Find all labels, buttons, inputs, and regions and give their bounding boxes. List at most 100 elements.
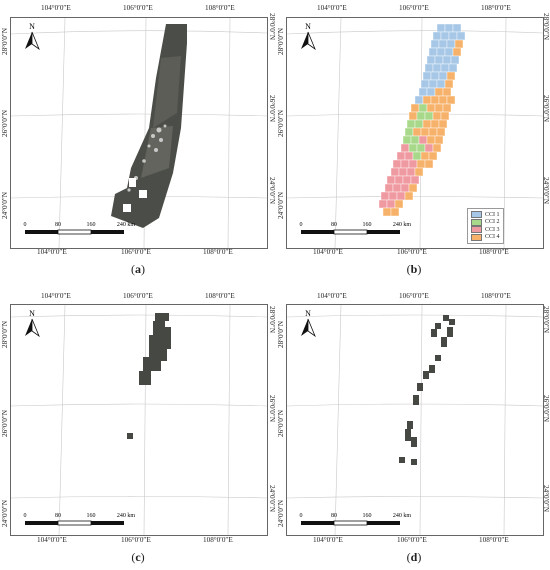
cci-cell <box>378 199 388 209</box>
cci-cell <box>434 103 444 113</box>
cci-cell <box>424 111 434 121</box>
cci-cell <box>440 63 450 73</box>
caption-b: (b) <box>406 262 422 276</box>
lon-label-top: 108°0′0″E <box>481 292 511 300</box>
cci-cell <box>426 135 436 145</box>
north-arrow: N <box>301 309 316 338</box>
cci-cell <box>438 95 448 105</box>
lat-label-left: 26°0′0″N <box>1 109 9 137</box>
lat-label-right: 26°0′0″N <box>268 395 276 423</box>
cci-cell <box>404 191 414 201</box>
cci-cell <box>428 79 438 89</box>
cci-cell <box>386 199 396 209</box>
cci-cell <box>420 79 430 89</box>
svg-text:240 km: 240 km <box>117 513 136 519</box>
cci-cell <box>414 167 424 177</box>
lon-label-top: 104°0′0″E <box>41 292 71 300</box>
lon-label-top: 108°0′0″E <box>205 4 235 12</box>
cci-cell <box>392 159 402 169</box>
cci-cell <box>426 103 436 113</box>
lat-label-right: 26°0′0″N <box>542 395 550 423</box>
cci-cell <box>410 103 420 113</box>
cci-cell <box>412 151 422 161</box>
cci-cell <box>426 55 436 65</box>
lat-label-left: 28°0′0″N <box>277 27 285 55</box>
lon-label-top: 104°0′0″E <box>41 4 71 12</box>
cci-cell <box>392 183 402 193</box>
lon-label-bottom: 106°0′0″E <box>397 536 427 544</box>
lon-label-top: 108°0′0″E <box>481 4 511 12</box>
cci-cell <box>390 167 400 177</box>
cci-cell <box>422 71 432 81</box>
cci-cell <box>384 183 394 193</box>
svg-text:240 km: 240 km <box>117 222 136 228</box>
legend-swatch <box>471 226 482 234</box>
map-canvas-d: N 0 80 160 240 km <box>287 305 543 535</box>
lat-label-right: 28°0′0″N <box>542 13 550 41</box>
scale-bar: 0 80 160 240 km <box>300 513 412 526</box>
cci-cell <box>430 119 440 129</box>
cci-cell <box>448 63 458 73</box>
north-arrow: N <box>25 22 40 51</box>
cci-cell <box>448 31 458 41</box>
cci-cell <box>404 127 414 137</box>
cci-cell <box>440 111 450 121</box>
cci-cell <box>444 23 454 33</box>
cci-cell <box>456 31 466 41</box>
svg-text:160: 160 <box>87 222 96 228</box>
cci-cell <box>410 175 420 185</box>
cci-cell <box>422 119 432 129</box>
cci-cell <box>416 159 426 169</box>
cci-cell <box>436 23 446 33</box>
cci-cell <box>402 175 412 185</box>
cci-cell <box>390 207 400 217</box>
lat-label-right: 24°0′0″N <box>542 485 550 513</box>
map-canvas-a: N 0 80 160 240 km <box>11 18 267 248</box>
lon-label-bottom: 104°0′0″E <box>313 248 343 256</box>
caption-a: (a) <box>131 262 145 276</box>
lon-label-top: 106°0′0″E <box>123 4 153 12</box>
graticule <box>11 305 267 535</box>
cci-cell <box>418 135 428 145</box>
lat-label-left: 26°0′0″N <box>277 409 285 437</box>
selected-tiles <box>127 313 171 439</box>
cci-cell <box>424 159 434 169</box>
svg-text:80: 80 <box>331 513 337 519</box>
lon-label-bottom: 108°0′0″E <box>479 536 509 544</box>
cci-cell <box>418 87 428 97</box>
cci-cell <box>438 71 448 81</box>
cci-cell <box>452 23 462 33</box>
cci-cell <box>454 39 464 49</box>
graticule <box>287 305 543 535</box>
cci-cell <box>428 127 438 137</box>
lon-label-bottom: 106°0′0″E <box>121 536 151 544</box>
lat-label-left: 28°0′0″N <box>1 27 9 55</box>
legend-item: CCI 1 <box>471 211 500 219</box>
cci-cell <box>444 79 454 89</box>
svg-text:240 km: 240 km <box>393 513 412 519</box>
svg-text:80: 80 <box>331 222 337 228</box>
cci-cell <box>382 207 392 217</box>
lat-label-right: 28°0′0″N <box>268 13 276 41</box>
map-panel-a: N 0 80 160 240 km <box>10 17 268 249</box>
cci-cell <box>416 111 426 121</box>
legend-swatch <box>471 233 482 241</box>
svg-text:0: 0 <box>300 222 303 228</box>
north-arrow: N <box>301 22 316 51</box>
lat-label-left: 28°0′0″N <box>1 320 9 348</box>
cci-cell <box>404 151 414 161</box>
cci-cell <box>428 151 438 161</box>
lat-label-left: 28°0′0″N <box>277 320 285 348</box>
cci-cell <box>414 95 424 105</box>
map-canvas-c: N 0 80 160 240 km <box>11 305 267 535</box>
cci-cell <box>438 119 448 129</box>
cci-cell <box>436 127 446 137</box>
lon-label-top: 104°0′0″E <box>317 4 347 12</box>
cci-cell <box>394 199 404 209</box>
cci-cell <box>408 111 418 121</box>
scale-bar: 0 80 160 240 km <box>300 222 411 235</box>
lon-label-top: 108°0′0″E <box>205 292 235 300</box>
lon-label-top: 106°0′0″E <box>399 292 429 300</box>
cci-cell <box>410 135 420 145</box>
cci-grid-cells <box>378 23 466 217</box>
